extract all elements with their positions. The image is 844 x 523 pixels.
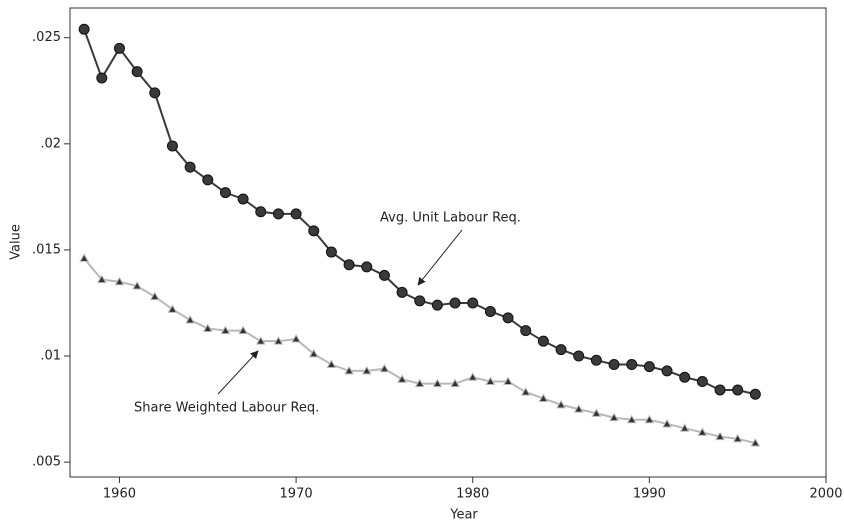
point <box>556 399 566 409</box>
point <box>96 274 107 284</box>
point <box>79 253 89 262</box>
point <box>591 408 602 417</box>
point <box>237 193 249 205</box>
point <box>202 323 213 332</box>
point <box>573 404 584 413</box>
point <box>449 297 461 309</box>
point <box>503 376 513 386</box>
point <box>644 414 655 424</box>
y-tick-label: .015 <box>32 242 61 257</box>
point <box>378 269 390 281</box>
point <box>502 312 514 324</box>
point <box>132 280 142 290</box>
point <box>432 378 443 388</box>
point <box>697 427 708 436</box>
point <box>255 336 266 345</box>
point <box>114 276 125 286</box>
point <box>397 374 407 383</box>
point <box>520 387 531 396</box>
y-tick-label: .025 <box>32 30 61 45</box>
point <box>325 246 337 258</box>
point <box>219 187 231 199</box>
point <box>202 174 214 186</box>
point <box>166 140 178 152</box>
point <box>520 325 532 337</box>
point <box>609 412 619 422</box>
x-tick-label: 2000 <box>809 487 842 502</box>
point <box>291 334 301 343</box>
point <box>361 365 372 375</box>
point <box>467 372 478 381</box>
point <box>626 359 638 371</box>
point <box>255 206 267 218</box>
x-tick-label: 1960 <box>103 487 136 502</box>
point <box>431 299 443 311</box>
x-tick-label: 1980 <box>456 487 489 502</box>
point <box>608 359 620 371</box>
point <box>185 314 195 324</box>
point <box>308 348 319 358</box>
y-axis-label: Value <box>9 224 24 260</box>
point <box>273 336 284 345</box>
point <box>344 365 354 375</box>
point <box>78 23 90 35</box>
point <box>485 376 496 386</box>
point <box>96 72 108 84</box>
point <box>272 208 284 220</box>
point <box>555 344 567 356</box>
point <box>484 305 496 317</box>
y-tick-label: .01 <box>40 349 61 364</box>
point <box>167 304 178 313</box>
point <box>715 431 725 441</box>
point <box>626 414 637 424</box>
annotation: Share Weighted Labour Req. <box>134 401 319 416</box>
point <box>662 418 672 428</box>
point <box>750 438 761 447</box>
x-axis-label: Year <box>449 508 478 523</box>
point <box>537 335 549 347</box>
point <box>326 359 337 369</box>
point <box>290 208 302 220</box>
y-tick-label: .005 <box>32 455 61 470</box>
point <box>538 393 549 402</box>
point <box>149 87 161 99</box>
annotation-arrow <box>217 350 259 395</box>
plot-frame <box>69 7 827 478</box>
annotation-arrow <box>417 229 463 286</box>
point <box>361 261 373 273</box>
point <box>450 378 460 388</box>
point <box>238 325 248 335</box>
x-tick-label: 1990 <box>633 487 666 502</box>
point <box>131 66 143 78</box>
point <box>149 291 160 301</box>
point <box>113 42 125 54</box>
point <box>467 297 479 309</box>
annotation: Avg. Unit Labour Req. <box>380 211 521 226</box>
point <box>573 350 585 362</box>
point <box>749 388 761 400</box>
point <box>679 371 691 383</box>
point <box>679 423 690 432</box>
point <box>696 376 708 388</box>
point <box>184 161 196 173</box>
point <box>643 361 655 373</box>
point <box>714 384 726 396</box>
point <box>220 325 231 335</box>
point <box>590 354 602 366</box>
point <box>396 286 408 298</box>
point <box>379 363 390 373</box>
point <box>732 433 743 443</box>
point <box>414 295 426 307</box>
x-tick-label: 1970 <box>280 487 313 502</box>
point <box>661 365 673 377</box>
point <box>308 225 320 237</box>
point <box>732 384 744 396</box>
point <box>343 259 355 271</box>
point <box>414 378 425 388</box>
y-tick-label: .02 <box>40 136 61 151</box>
